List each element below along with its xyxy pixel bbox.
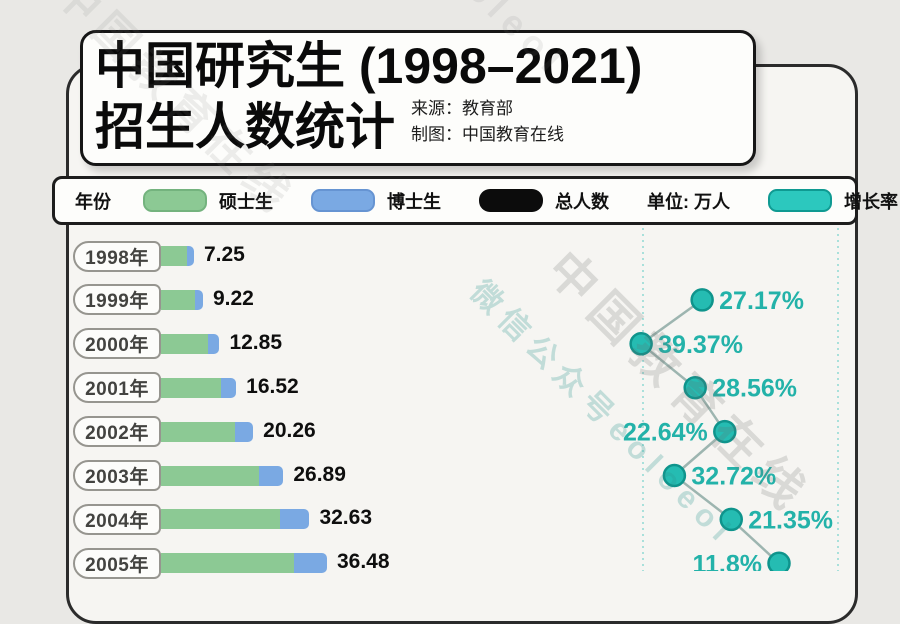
doctoral-bar xyxy=(194,289,203,310)
title-box: 中国研究生 (1998–2021) 招生人数统计 来源：教育部 制图：中国教育在… xyxy=(80,30,756,166)
year-label-pill: 2005年 xyxy=(73,547,161,579)
growth-line-chart: 27.17% 39.37% 28.56%22.64% 32.72% 21.35% 11.8… xyxy=(623,228,839,571)
year-label-pill: 2004年 xyxy=(73,503,161,535)
growth-label: 39.37% xyxy=(658,331,743,359)
stacked-bar xyxy=(161,509,310,530)
doctoral-bar xyxy=(207,333,220,354)
year-label-pill: 2002年 xyxy=(73,416,161,448)
stacked-bar xyxy=(161,333,220,354)
doctoral-bar xyxy=(221,377,237,398)
legend-year-label: 年份 xyxy=(75,191,111,212)
year-label-pill: 1998年 xyxy=(73,240,161,272)
source-credit: 来源：教育部 制图：中国教育在线 xyxy=(411,96,564,149)
masters-swatch xyxy=(143,189,207,212)
total-value: 16.52 xyxy=(246,374,299,398)
page-title-line1: 中国研究生 (1998–2021) xyxy=(95,38,643,94)
stacked-bar xyxy=(161,421,254,442)
growth-point xyxy=(662,463,687,488)
masters-bar xyxy=(161,289,195,310)
source-line: 来源：教育部 xyxy=(411,99,513,118)
growth-label: 32.72% xyxy=(691,463,776,491)
masters-bar xyxy=(161,377,222,398)
total-value: 26.89 xyxy=(293,462,346,486)
credit-line: 制图：中国教育在线 xyxy=(411,125,564,145)
growth-point xyxy=(767,551,791,571)
legend-growth-label: 增长率 xyxy=(844,191,898,212)
total-value: 7.25 xyxy=(203,243,245,266)
total-value: 9.22 xyxy=(212,286,254,310)
doctoral-bar xyxy=(258,465,284,486)
page-title-line2: 招生人数统计 xyxy=(95,98,395,155)
growth-point xyxy=(719,507,743,532)
growth-label: 27.17% xyxy=(719,287,804,315)
growth-label: 21.35% xyxy=(748,506,833,534)
year-label-pill: 2003年 xyxy=(73,460,161,491)
year-label-pill: 1999年 xyxy=(73,284,161,316)
masters-bar xyxy=(161,465,259,486)
doctoral-bar xyxy=(279,509,310,530)
total-value: 20.26 xyxy=(263,418,316,442)
bar-chart-rows: 1998年 7.25 1999年 9.22 2000年 12.85 2001年 16.52 20… xyxy=(73,240,390,579)
growth-label: 28.56% xyxy=(712,375,797,403)
masters-bar xyxy=(161,333,208,354)
legend-bar: 年份 硕士生 博士生 总人数 单位: 万人 增长率 xyxy=(52,176,898,225)
masters-bar xyxy=(161,553,294,574)
growth-swatch xyxy=(768,189,832,212)
year-label-pill: 2000年 xyxy=(73,328,161,360)
legend-masters-label: 硕士生 xyxy=(219,191,273,212)
growth-point xyxy=(683,375,707,400)
growth-point xyxy=(629,332,653,356)
stacked-bar xyxy=(161,465,284,486)
stacked-bar xyxy=(161,377,237,398)
total-value: 36.48 xyxy=(336,550,390,574)
legend-doctoral-label: 博士生 xyxy=(387,191,441,212)
growth-point xyxy=(713,419,737,444)
doctoral-bar xyxy=(234,421,254,442)
masters-bar xyxy=(161,421,235,442)
total-swatch xyxy=(479,189,543,212)
stacked-bar xyxy=(161,246,194,266)
masters-bar xyxy=(161,509,280,530)
doctoral-bar xyxy=(187,246,194,266)
stacked-bar xyxy=(161,289,203,310)
legend-total-label: 总人数 xyxy=(555,191,609,212)
year-label-pill: 2001年 xyxy=(73,372,161,404)
doctoral-swatch xyxy=(311,189,375,212)
masters-bar xyxy=(161,246,188,266)
total-value: 12.85 xyxy=(229,330,283,354)
growth-label: 22.64% xyxy=(623,419,708,447)
legend-unit-label: 单位: 万人 xyxy=(647,191,730,212)
doctoral-bar xyxy=(293,553,327,574)
total-value: 32.63 xyxy=(319,506,373,530)
growth-label: 11.8% xyxy=(692,550,762,571)
growth-point xyxy=(690,288,714,312)
stacked-bar xyxy=(161,553,327,574)
